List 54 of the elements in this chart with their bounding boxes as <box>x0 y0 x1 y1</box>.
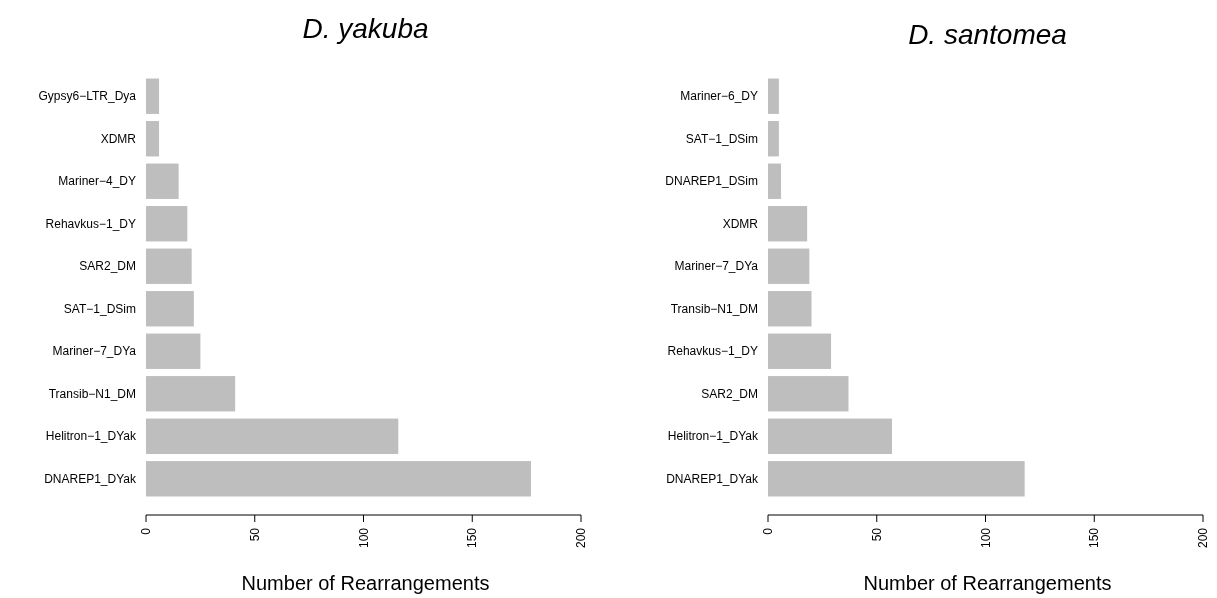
y-tick-label: Transib−N1_DM <box>670 301 758 316</box>
x-tick-label: 50 <box>247 527 262 542</box>
y-tick-label: DNAREP1_DYak <box>666 471 759 486</box>
y-tick-label: SAT−1_DSim <box>685 131 758 146</box>
bar <box>146 121 160 157</box>
y-tick-label: Mariner−7_DYa <box>52 344 137 359</box>
bar <box>768 121 779 157</box>
bar <box>146 291 194 327</box>
y-tick-label: Mariner−6_DY <box>680 89 758 104</box>
bar <box>768 333 832 369</box>
bar <box>768 461 1025 497</box>
bar <box>768 418 892 454</box>
y-tick-label: XDMR <box>722 216 759 231</box>
x-tick-label: 0 <box>139 527 154 535</box>
y-tick-label: SAT−1_DSim <box>63 301 136 316</box>
x-tick-label: 100 <box>356 527 371 549</box>
x-tick-label: 200 <box>574 527 589 549</box>
x-tick-label: 200 <box>1196 527 1211 549</box>
bar <box>146 248 192 284</box>
y-tick-label: Helitron−1_DYak <box>667 429 759 444</box>
y-tick-label: DNAREP1_DYak <box>44 471 137 486</box>
y-tick-label: SAR2_DM <box>701 386 758 401</box>
x-tick-label: 50 <box>869 527 884 542</box>
x-axis-title: Number of Rearrangements <box>863 572 1112 594</box>
x-tick-label: 0 <box>761 527 776 535</box>
bar <box>146 333 201 369</box>
bar <box>146 418 399 454</box>
y-tick-label: SAR2_DM <box>79 259 136 274</box>
y-tick-label: Rehavkus−1_DY <box>45 216 136 231</box>
y-tick-label: Transib−N1_DM <box>48 386 136 401</box>
y-tick-label: Mariner−4_DY <box>58 174 136 189</box>
y-tick-label: Helitron−1_DYak <box>45 429 137 444</box>
bar <box>768 163 782 199</box>
bar <box>146 376 236 412</box>
y-tick-label: Mariner−7_DYa <box>674 259 759 274</box>
bar <box>768 291 812 327</box>
y-tick-label: XDMR <box>100 131 137 146</box>
x-axis-title: Number of Rearrangements <box>241 572 490 594</box>
bar <box>146 206 188 242</box>
bar <box>768 376 849 412</box>
bar <box>768 248 810 284</box>
bar <box>768 78 779 114</box>
y-tick-label: Gypsy6−LTR_Dya <box>38 89 137 104</box>
y-tick-label: Rehavkus−1_DY <box>667 344 758 359</box>
chart-title: D. santomea <box>908 19 1067 50</box>
y-tick-label: DNAREP1_DSim <box>665 174 758 189</box>
bar <box>146 461 531 497</box>
x-tick-label: 150 <box>465 527 480 549</box>
chart-title: D. yakuba <box>302 13 429 44</box>
bar <box>768 206 808 242</box>
x-tick-label: 100 <box>978 527 993 549</box>
x-tick-label: 150 <box>1087 527 1102 549</box>
bar <box>146 163 179 199</box>
bar <box>146 78 160 114</box>
